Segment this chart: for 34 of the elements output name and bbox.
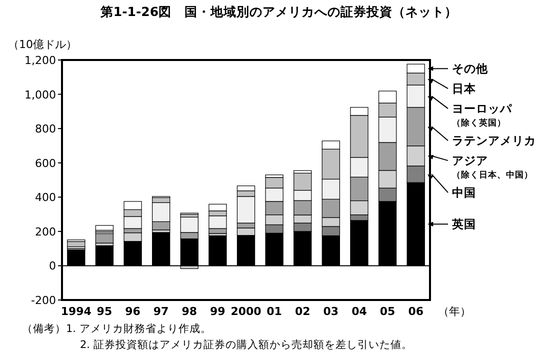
x-tick-label: 95 <box>96 305 112 318</box>
x-axis-title: （年） <box>438 305 471 318</box>
x-tick-label: 03 <box>323 305 339 318</box>
text: 2. 証券投資額はアメリカ証券の購入額から売却額を差し引いた値。 <box>80 338 412 351</box>
x-tick-label: 96 <box>125 305 141 318</box>
legend-label: ラテンアメリカ <box>452 134 536 148</box>
x-tick-label: 97 <box>153 305 169 318</box>
x-tick-label: 99 <box>210 305 226 318</box>
x-tick-label: 2000 <box>230 305 262 318</box>
x-tick-label: 02 <box>294 305 310 318</box>
legend-label: その他 <box>452 62 489 76</box>
y-tick-label: -200 <box>31 294 56 307</box>
chart-title: 第1-1-26図 国・地域別のアメリカへの証券投資（ネット） <box>99 4 458 19</box>
x-tick-label: 04 <box>352 305 368 318</box>
legend-label: アジア（除く日本、中国） <box>452 154 533 181</box>
x-tick-label: 01 <box>266 305 282 318</box>
legend-label: ヨーロッパ（除く英国） <box>452 102 513 129</box>
y-tick-label: 800 <box>35 122 56 136</box>
x-tick-label: 1994 <box>60 305 92 318</box>
x-tick-label: 06 <box>408 305 424 318</box>
text: （備考）1. アメリカ財務省より作成。 <box>22 322 212 335</box>
y-tick-label: 400 <box>35 191 56 204</box>
legend-label: 日本 <box>452 82 477 96</box>
bar <box>95 233 114 244</box>
y-tick-label: 1,000 <box>24 88 56 102</box>
bar <box>95 225 114 231</box>
y-tick-label: 0 <box>49 260 56 273</box>
y-tick-label: 200 <box>35 225 56 238</box>
x-tick-label: 05 <box>380 305 396 318</box>
y-tick-label: 600 <box>35 156 56 170</box>
y-tick-label: 1,200 <box>24 54 56 67</box>
legend-label: 英国 <box>451 217 476 232</box>
x-tick-label: 98 <box>182 305 198 318</box>
y-axis-title: （10億ドル） <box>8 38 77 51</box>
